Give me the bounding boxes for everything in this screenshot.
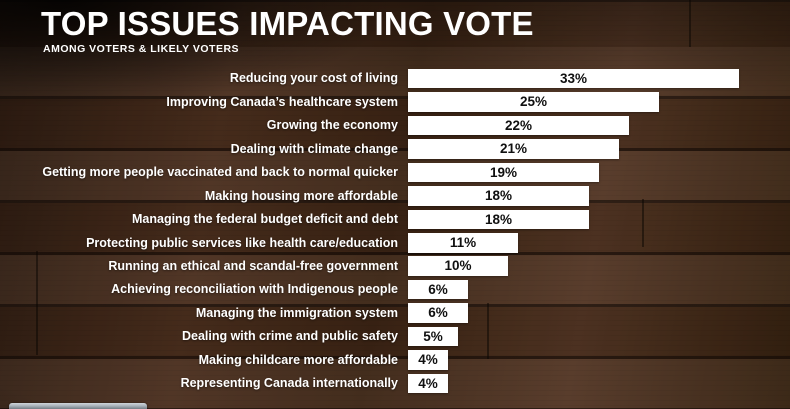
chart-row: Getting more people vaccinated and back … (0, 161, 790, 184)
category-label: Running an ethical and scandal-free gove… (108, 258, 398, 273)
bar: 21% (408, 139, 619, 159)
category-label: Improving Canada’s healthcare system (166, 94, 398, 109)
bar: 4% (408, 350, 448, 370)
bar: 19% (408, 162, 599, 183)
plank-joint (689, 0, 691, 47)
category-label: Dealing with crime and public safety (181, 329, 398, 344)
category-label: Reducing your cost of living (229, 71, 398, 86)
value-label: 10% (444, 258, 472, 274)
chart-row: Protecting public services like health c… (0, 231, 790, 254)
plank-joint (487, 303, 489, 359)
chart-row: Making housing more affordable 18% (0, 184, 790, 207)
category-label: Managing the immigration system (195, 305, 398, 320)
chart-title: TOP ISSUES IMPACTING VOTE (41, 5, 534, 42)
value-label: 21% (499, 141, 528, 157)
category-label: Managing the federal budget deficit and … (132, 212, 398, 227)
category-label: Making housing more affordable (204, 188, 398, 203)
category-label: Representing Canada internationally (180, 376, 398, 391)
bar: 6% (408, 303, 468, 323)
bar: 4% (408, 373, 448, 394)
value-label: 19% (489, 164, 518, 180)
category-label: Growing the economy (266, 118, 398, 133)
category-label: Making childcare more affordable (198, 352, 398, 367)
chart-row: Making childcare more affordable 4% (0, 348, 790, 371)
bar-chart: Reducing your cost of living 33% Improving… (0, 67, 790, 395)
bar: 5% (408, 326, 458, 347)
value-label: 18% (484, 211, 513, 227)
value-label: 4% (418, 375, 438, 391)
chart-row: Growing the economy 22% (0, 114, 790, 137)
value-label: 5% (423, 328, 443, 344)
partial-window-edge (9, 403, 147, 409)
chart-row: Dealing with crime and public safety 5% (0, 325, 790, 348)
bar: 25% (408, 92, 659, 112)
value-label: 25% (519, 94, 548, 110)
value-label: 11% (449, 235, 477, 251)
bar: 22% (408, 115, 629, 136)
category-label: Dealing with climate change (230, 141, 398, 156)
bar: 10% (408, 256, 508, 276)
category-label: Getting more people vaccinated and back … (42, 165, 398, 180)
chart-row: Improving Canada’s healthcare system 25% (0, 90, 790, 113)
bar: 33% (408, 68, 739, 89)
plank-joint (36, 251, 38, 355)
chart-row: Reducing your cost of living 33% (0, 67, 790, 90)
chart-row: Managing the immigration system 6% (0, 301, 790, 324)
value-label: 6% (428, 305, 448, 321)
plank-joint (642, 199, 644, 247)
bar: 18% (408, 186, 589, 206)
value-label: 4% (418, 352, 438, 368)
bar: 6% (408, 279, 468, 300)
value-label: 33% (559, 70, 588, 86)
chart-row: Running an ethical and scandal-free gove… (0, 255, 790, 278)
chart-subtitle: AMONG VOTERS & LIKELY VOTERS (43, 43, 240, 55)
category-label: Achieving reconciliation with Indigenous… (111, 282, 398, 297)
chart-row: Representing Canada internationally 4% (0, 372, 790, 395)
chart-row: Managing the federal budget deficit and … (0, 208, 790, 231)
chart-row: Achieving reconciliation with Indigenous… (0, 278, 790, 301)
value-label: 6% (428, 281, 448, 297)
chart-row: Dealing with climate change 21% (0, 137, 790, 160)
bar: 11% (408, 233, 518, 253)
category-label: Protecting public services like health c… (86, 235, 398, 250)
value-label: 22% (504, 117, 533, 133)
bar: 18% (408, 209, 589, 230)
value-label: 18% (484, 188, 513, 204)
